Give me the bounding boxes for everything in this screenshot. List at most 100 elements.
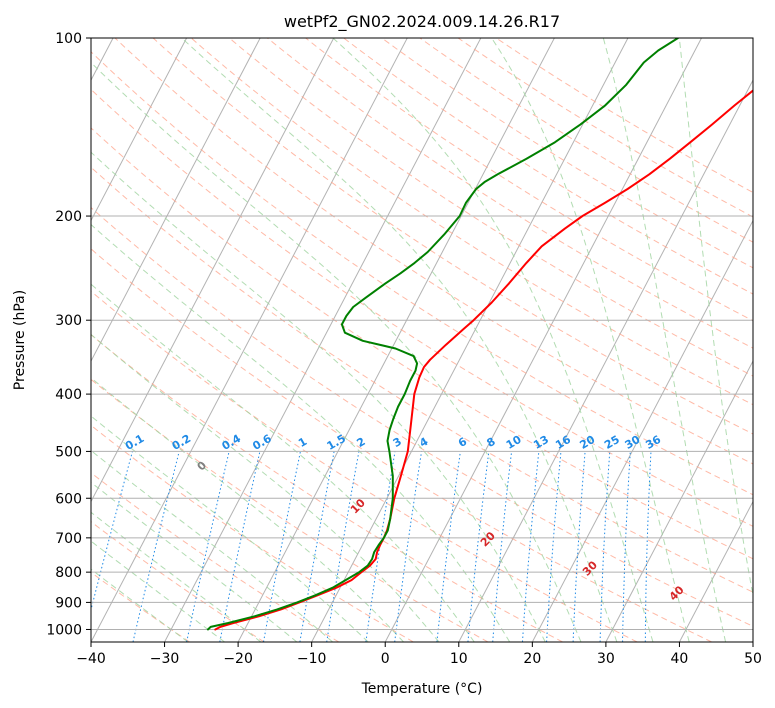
dry-adiabat-line (114, 38, 753, 465)
mixing-ratio-label: 16 (553, 433, 573, 452)
mixing-ratio-label: 36 (643, 433, 663, 452)
mixing-ratio-line (546, 451, 562, 642)
x-tick-label: 10 (450, 651, 468, 667)
moist-adiabat-line (602, 38, 727, 642)
y-tick-label: 100 (55, 31, 82, 47)
moist-adiabat-line (332, 38, 654, 642)
isotherm-line (458, 79, 753, 642)
mixing-ratio-line (299, 451, 335, 642)
x-tick-label: −10 (297, 651, 327, 667)
mixing-ratio-line (467, 451, 490, 642)
mixing-ratio-line (644, 451, 652, 642)
dry-adiabat-line (190, 38, 753, 406)
dry-adiabat-line (495, 38, 753, 194)
pressure-grid (91, 38, 753, 630)
mixing-ratio-label: 25 (602, 433, 622, 452)
moist-adiabat-line (91, 223, 511, 642)
isotherm-line (605, 359, 753, 642)
moist-adiabat-line (91, 61, 582, 642)
dry-adiabat-line (228, 38, 753, 377)
moist-adiabat-label: 0 (195, 458, 210, 473)
y-tick-label: 400 (55, 387, 82, 403)
y-tick-label: 1000 (46, 622, 82, 638)
x-tick-label: −20 (223, 651, 253, 667)
mixing-ratio-label: 13 (531, 433, 551, 452)
y-axis: 1000 900 800 700 600 500 400 300 200 100 (46, 31, 91, 638)
mixing-ratio-line (132, 451, 180, 642)
dry-adiabat-line (91, 334, 563, 642)
mixing-ratio-label: 20 (578, 433, 598, 452)
dry-adiabat-line (91, 472, 340, 642)
dry-adiabat-line (91, 88, 753, 527)
dry-adiabat-line (91, 521, 265, 642)
x-tick-label: 30 (597, 651, 615, 667)
mixing-ratio-line (394, 451, 423, 642)
isotherm-line (384, 38, 702, 642)
mixing-ratio-line (492, 451, 513, 642)
isotherm-line (752, 640, 753, 642)
mixing-ratio-label: 0.6 (250, 432, 274, 453)
isotherm-line (91, 38, 335, 503)
temperature-series-line (214, 89, 753, 631)
moist-adiabat-line (91, 449, 334, 642)
isotherm-line (91, 38, 188, 222)
mixing-ratio-line (599, 451, 611, 642)
dry-adiabat-line (91, 290, 638, 642)
dry-adiabat-line (381, 38, 753, 269)
moist-adiabat-label: 40 (667, 583, 687, 603)
moist-adiabat-line (181, 38, 618, 642)
mixing-ratio-label: 6 (456, 435, 469, 450)
x-tick-label: −40 (76, 651, 106, 667)
moist-adiabat-line (91, 481, 298, 642)
x-tick-label: 0 (381, 651, 390, 667)
mixing-ratio-label: 0.4 (220, 432, 244, 453)
mixing-ratio-line (622, 451, 631, 642)
x-tick-label: 40 (671, 651, 689, 667)
mixing-ratio-label: 0.2 (170, 432, 193, 453)
moist-adiabat-line (91, 151, 546, 642)
dry-adiabat-line (343, 38, 753, 295)
x-tick-label: 20 (523, 651, 541, 667)
dry-adiabat-line (267, 38, 753, 349)
mixing-ratio-label: 30 (623, 433, 643, 452)
mixing-ratio-label: 3 (391, 435, 404, 450)
dry-adiabat-line (91, 248, 712, 642)
profile-series (206, 38, 753, 631)
mixing-ratio-label: 1.5 (325, 432, 348, 453)
isotherm-line (237, 38, 555, 642)
dry-adiabat-line (419, 38, 753, 243)
mixing-ratio-line (186, 451, 230, 642)
dry-adiabat-line (91, 127, 753, 560)
dry-adiabat-line (152, 38, 753, 435)
isotherm-line (164, 38, 482, 642)
mixing-ratio-label: 0.1 (123, 432, 146, 453)
moist-adiabat-line (91, 283, 475, 642)
x-axis-label: Temperature (°C) (361, 681, 483, 697)
dewpoint-series-line (206, 38, 679, 631)
isotherm-line (91, 38, 408, 642)
mixing-ratio-line (436, 451, 461, 642)
moist-adiabat-label: 20 (478, 529, 498, 549)
background-lines (91, 38, 753, 642)
moist-adiabat-line (678, 38, 753, 598)
moist-adiabat-line (91, 568, 189, 642)
y-tick-label: 300 (55, 313, 82, 329)
dry-adiabat-line (91, 166, 753, 593)
mixing-ratio-label: 2 (355, 435, 368, 450)
x-tick-label: −30 (150, 651, 180, 667)
moist-adiabat-label: 30 (580, 558, 600, 578)
dry-adiabat-line (91, 378, 489, 642)
x-tick-label: 50 (744, 651, 762, 667)
mixing-ratio-label: 1 (296, 435, 309, 450)
y-tick-label: 900 (55, 595, 82, 611)
moist-adiabat-line (91, 540, 225, 642)
dry-adiabat-line (91, 51, 753, 496)
y-axis-label: Pressure (hPa) (12, 290, 28, 390)
mixing-ratio-line (326, 451, 360, 642)
isotherm-line (679, 500, 753, 642)
mixing-ratio-line (572, 451, 586, 642)
moist-adiabat-line (91, 333, 440, 642)
y-tick-label: 500 (55, 444, 82, 460)
x-axis: −40 −30 −20 −10 0 10 20 30 40 50 (76, 642, 762, 667)
